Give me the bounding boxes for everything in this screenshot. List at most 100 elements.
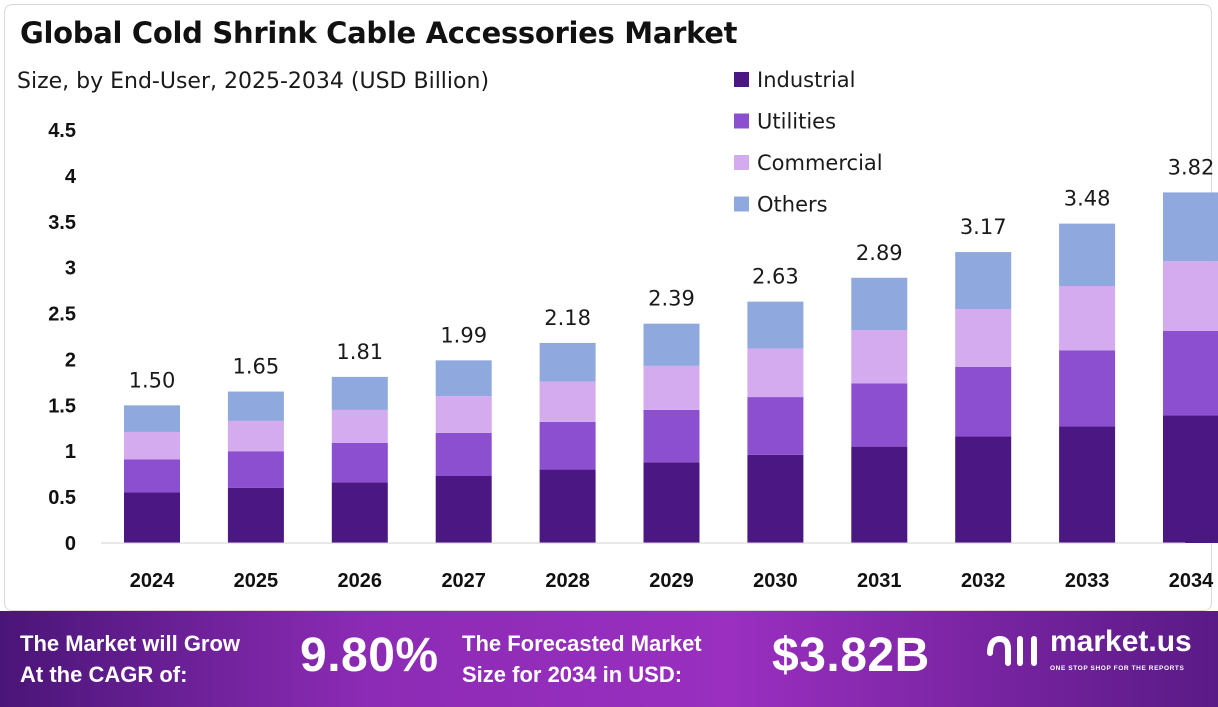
bar-commercial-2033 bbox=[1059, 286, 1116, 351]
bar-others-2027 bbox=[435, 360, 492, 397]
chart-subtitle: Size, by End-User, 2025-2034 (USD Billio… bbox=[17, 69, 490, 94]
bar-commercial-2024 bbox=[124, 431, 180, 460]
bar-others-2030 bbox=[747, 301, 804, 349]
x-tick-label: 2033 bbox=[1065, 570, 1110, 592]
bar-commercial-2025 bbox=[227, 420, 284, 452]
bar-commercial-2029 bbox=[643, 365, 700, 410]
bar-total-label: 3.48 bbox=[1064, 187, 1111, 211]
bar-industrial-2028 bbox=[539, 469, 596, 543]
cagr-label-line1: The Market will Grow bbox=[20, 631, 241, 656]
bar-industrial-2027 bbox=[435, 476, 492, 543]
bar-utilities-2027 bbox=[435, 432, 492, 477]
y-axis: 0 0.5 1 1.5 2 2.5 3 3.5 4 4.5 bbox=[48, 120, 77, 555]
x-tick-label: 2028 bbox=[545, 570, 590, 592]
bar-utilities-2030 bbox=[747, 397, 804, 455]
bar-commercial-2028 bbox=[539, 381, 596, 422]
y-tick-label: 2 bbox=[65, 349, 76, 371]
legend: Industrial Utilities Commercial Others bbox=[734, 68, 883, 217]
bar-others-2032 bbox=[955, 252, 1012, 309]
bar-utilities-2031 bbox=[851, 383, 908, 447]
bar-industrial-2030 bbox=[747, 454, 804, 543]
bar-utilities-2034 bbox=[1163, 330, 1218, 416]
bar-total-label: 3.17 bbox=[960, 215, 1007, 239]
bar-industrial-2033 bbox=[1059, 426, 1116, 543]
legend-swatch-industrial bbox=[734, 72, 749, 87]
bar-others-2034 bbox=[1163, 192, 1218, 262]
x-tick-label: 2032 bbox=[961, 570, 1006, 592]
bar-total-label: 1.99 bbox=[440, 323, 487, 347]
bar-total-label: 2.89 bbox=[856, 241, 903, 265]
bar-total-label: 1.50 bbox=[129, 368, 176, 392]
bar-utilities-2026 bbox=[331, 442, 388, 483]
x-tick-label: 2029 bbox=[649, 570, 694, 592]
legend-swatch-utilities bbox=[734, 113, 749, 129]
market-us-logo-icon bbox=[987, 635, 1037, 666]
y-tick-label: 1.5 bbox=[48, 395, 76, 417]
bar-commercial-2030 bbox=[747, 348, 804, 398]
legend-label-others: Others bbox=[757, 193, 828, 217]
stacked-bar-chart: 0 0.5 1 1.5 2 2.5 3 3.5 4 4.5 1.50 1.65 1.81 1.99 2.1… bbox=[48, 68, 1218, 592]
chart-title: Global Cold Shrink Cable Accessories Mar… bbox=[20, 16, 738, 50]
bar-utilities-2028 bbox=[539, 421, 596, 470]
x-tick-label: 2024 bbox=[130, 570, 175, 592]
x-tick-label: 2030 bbox=[753, 570, 798, 592]
y-tick-label: 4 bbox=[65, 166, 77, 188]
x-tick-label: 2026 bbox=[338, 570, 383, 592]
forecast-label-line2: Size for 2034 in USD: bbox=[462, 662, 683, 687]
bar-others-2024 bbox=[124, 405, 180, 432]
x-tick-label: 2027 bbox=[441, 570, 486, 592]
bar-others-2026 bbox=[331, 376, 388, 410]
bar-utilities-2033 bbox=[1059, 350, 1116, 427]
bar-industrial-2026 bbox=[331, 482, 388, 543]
bar-total-label: 1.81 bbox=[336, 340, 383, 364]
cagr-label-line2: At the CAGR of: bbox=[20, 662, 188, 687]
y-tick-label: 0.5 bbox=[48, 487, 76, 509]
x-tick-label: 2034 bbox=[1169, 570, 1214, 592]
bar-utilities-2025 bbox=[227, 451, 284, 488]
brand-name: market.us bbox=[1050, 625, 1192, 658]
bar-utilities-2032 bbox=[955, 366, 1012, 437]
bar-commercial-2027 bbox=[435, 396, 492, 433]
bar-industrial-2029 bbox=[643, 462, 700, 543]
y-tick-label: 3.5 bbox=[48, 212, 76, 234]
bar-total-label: 2.63 bbox=[752, 265, 799, 289]
bar-industrial-2024 bbox=[124, 492, 180, 543]
bar-total-label: 2.39 bbox=[648, 287, 695, 311]
bar-utilities-2024 bbox=[124, 459, 180, 493]
x-tick-label: 2031 bbox=[857, 570, 902, 592]
bar-others-2033 bbox=[1059, 223, 1116, 287]
bar-commercial-2032 bbox=[955, 308, 1012, 367]
bar-group: 1.50 1.65 1.81 1.99 2.18 2.39 2.63 2.89 3.17 3.48… bbox=[124, 155, 1218, 543]
bar-utilities-2029 bbox=[643, 409, 700, 463]
y-tick-label: 4.5 bbox=[48, 120, 76, 142]
bar-others-2025 bbox=[227, 391, 284, 421]
bar-industrial-2031 bbox=[851, 446, 908, 543]
bar-commercial-2034 bbox=[1163, 261, 1218, 331]
y-tick-label: 2.5 bbox=[48, 304, 76, 326]
x-tick-label: 2025 bbox=[234, 570, 279, 592]
legend-swatch-commercial bbox=[734, 155, 749, 170]
bar-industrial-2032 bbox=[955, 436, 1012, 543]
cagr-value: 9.80% bbox=[300, 629, 439, 682]
y-tick-label: 1 bbox=[65, 441, 76, 463]
forecast-value: $3.82B bbox=[772, 629, 930, 682]
bar-industrial-2025 bbox=[227, 487, 284, 543]
legend-label-industrial: Industrial bbox=[757, 68, 856, 92]
bar-total-label: 1.65 bbox=[233, 355, 280, 379]
legend-label-commercial: Commercial bbox=[757, 151, 883, 175]
brand-tagline: ONE STOP SHOP FOR THE REPORTS bbox=[1050, 665, 1185, 672]
legend-swatch-others bbox=[734, 196, 749, 212]
bar-industrial-2034 bbox=[1163, 415, 1218, 543]
x-axis: 2024 2025 2026 2027 2028 2029 2030 2031 2032 2033… bbox=[130, 570, 1214, 592]
bar-total-label: 3.82 bbox=[1168, 155, 1215, 179]
forecast-label-line1: The Forecasted Market bbox=[462, 631, 702, 656]
bar-commercial-2026 bbox=[331, 409, 388, 443]
bar-others-2031 bbox=[851, 277, 908, 331]
y-tick-label: 3 bbox=[65, 258, 76, 280]
summary-banner: The Market will Grow At the CAGR of: 9.8… bbox=[0, 611, 1218, 707]
legend-label-utilities: Utilities bbox=[757, 110, 836, 134]
bar-others-2028 bbox=[539, 342, 596, 382]
bar-total-label: 2.18 bbox=[544, 306, 591, 330]
bar-others-2029 bbox=[643, 323, 700, 366]
y-tick-label: 0 bbox=[65, 533, 76, 555]
